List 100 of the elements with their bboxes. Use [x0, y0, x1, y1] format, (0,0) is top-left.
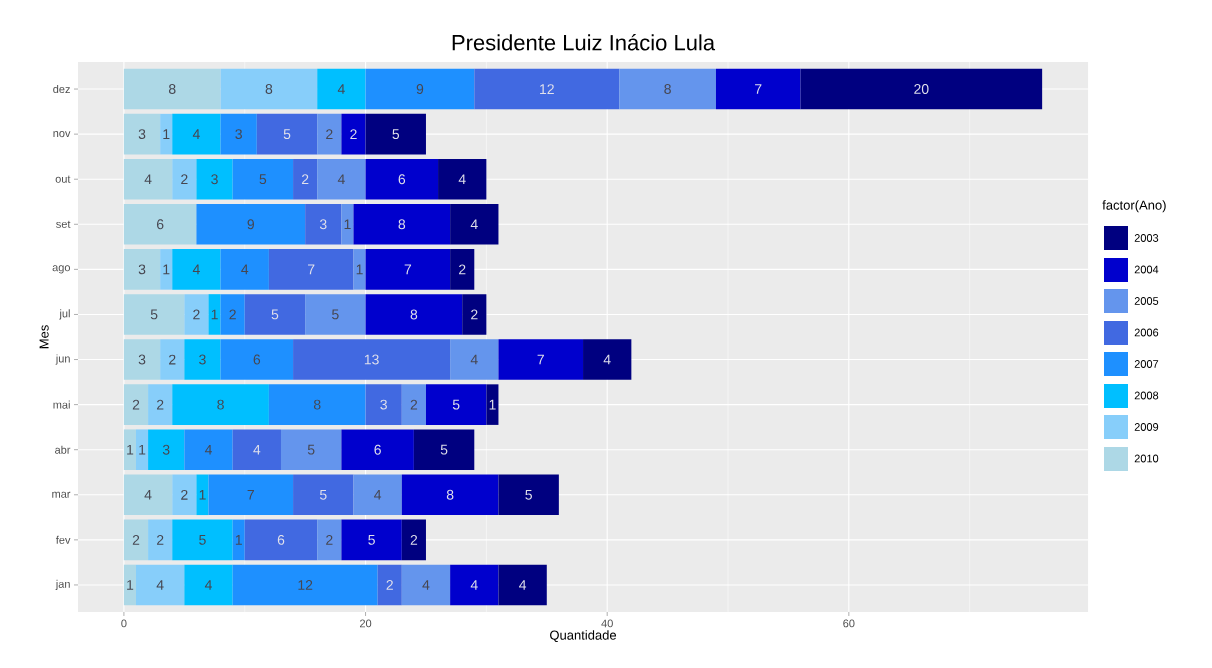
- legend-label: 2009: [1134, 423, 1159, 431]
- data-label: 9: [247, 219, 255, 230]
- bar: [232, 158, 294, 200]
- data-label: 7: [755, 84, 762, 94]
- bar: [123, 384, 149, 425]
- bar: [353, 474, 402, 516]
- data-label: 3: [235, 129, 242, 140]
- data-label: 5: [332, 309, 339, 320]
- y-tick-label: set: [56, 220, 71, 228]
- data-label: 6: [277, 534, 285, 545]
- data-label: 2: [169, 354, 176, 365]
- bar: [498, 474, 559, 516]
- bar: [123, 249, 161, 290]
- y-axis-title: Mes: [39, 325, 49, 349]
- bar: [244, 519, 318, 561]
- data-label: 6: [253, 354, 261, 365]
- bar: [220, 294, 245, 335]
- bar: [280, 429, 342, 470]
- bar: [401, 519, 426, 561]
- legend-label: 2007: [1134, 360, 1159, 368]
- x-tick-label: 20: [359, 619, 372, 628]
- bar: [474, 68, 620, 110]
- bar: [208, 474, 294, 516]
- data-label: 2: [181, 489, 188, 500]
- bar: [353, 249, 366, 290]
- data-label: 2: [410, 399, 418, 410]
- data-label: 1: [163, 129, 170, 139]
- bar: [232, 519, 245, 561]
- data-label: 4: [156, 580, 164, 590]
- data-label: 2: [156, 399, 164, 410]
- data-label: 1: [356, 264, 363, 275]
- legend-label: 2004: [1134, 265, 1159, 274]
- bar: [450, 339, 499, 380]
- bar: [196, 474, 209, 516]
- y-tick-label: fev: [55, 535, 71, 544]
- bar: [365, 68, 475, 110]
- y-tick-label: dez: [53, 85, 70, 94]
- bar: [123, 474, 173, 516]
- data-label: 2: [132, 399, 140, 410]
- data-label: 4: [458, 174, 466, 185]
- bar: [220, 339, 294, 380]
- data-label: 8: [313, 399, 321, 410]
- data-label: 7: [247, 489, 254, 500]
- legend-label: 2003: [1134, 234, 1159, 242]
- data-label: 3: [138, 264, 146, 275]
- bar: [148, 519, 173, 561]
- bar: [293, 339, 451, 380]
- bar: [293, 474, 354, 516]
- data-label: 3: [380, 399, 387, 410]
- bar: [583, 339, 632, 380]
- bar: [160, 113, 173, 155]
- bar: [619, 68, 716, 110]
- bar: [172, 474, 197, 516]
- bar: [365, 113, 426, 155]
- data-label: 8: [446, 489, 454, 500]
- bar: [184, 429, 233, 470]
- data-label: 2: [410, 534, 418, 545]
- legend-label: 2006: [1134, 328, 1159, 337]
- data-label: 4: [253, 444, 261, 455]
- data-label: 4: [337, 174, 345, 185]
- data-label: 20: [914, 84, 929, 95]
- bar: [305, 204, 342, 245]
- data-label: 4: [192, 129, 200, 139]
- bar: [401, 384, 426, 425]
- data-label: 5: [150, 309, 158, 320]
- bar: [256, 113, 318, 155]
- data-label: 4: [204, 580, 212, 590]
- bar: [438, 158, 487, 200]
- bar: [498, 564, 547, 606]
- legend-label: 2010: [1134, 454, 1159, 463]
- bar: [184, 294, 209, 335]
- data-label: 2: [386, 580, 393, 590]
- bar: [268, 384, 366, 425]
- data-label: 12: [298, 580, 313, 590]
- bar: [268, 249, 354, 290]
- data-label: 5: [259, 174, 267, 185]
- data-label: 4: [470, 580, 478, 590]
- data-label: 2: [229, 309, 236, 320]
- data-label: 3: [138, 129, 146, 140]
- data-label: 6: [398, 174, 406, 185]
- y-tick-label: jul: [59, 309, 70, 320]
- bar: [365, 158, 439, 200]
- bar: [148, 429, 185, 470]
- bar: [462, 294, 487, 335]
- bar: [136, 429, 149, 470]
- bar: [317, 519, 342, 561]
- data-label: 5: [440, 444, 448, 455]
- data-label: 7: [404, 264, 412, 275]
- data-label: 1: [235, 535, 242, 545]
- bar: [123, 339, 161, 380]
- bar: [184, 564, 233, 606]
- data-label: 2: [459, 264, 466, 275]
- data-label: 5: [525, 489, 532, 500]
- data-label: 5: [283, 129, 291, 140]
- y-tick-label: mai: [53, 400, 70, 409]
- bar: [184, 339, 221, 380]
- data-label: 9: [416, 84, 424, 95]
- bar: [365, 384, 402, 425]
- legend-title: factor(Ano): [1102, 200, 1166, 213]
- data-label: 3: [319, 219, 327, 230]
